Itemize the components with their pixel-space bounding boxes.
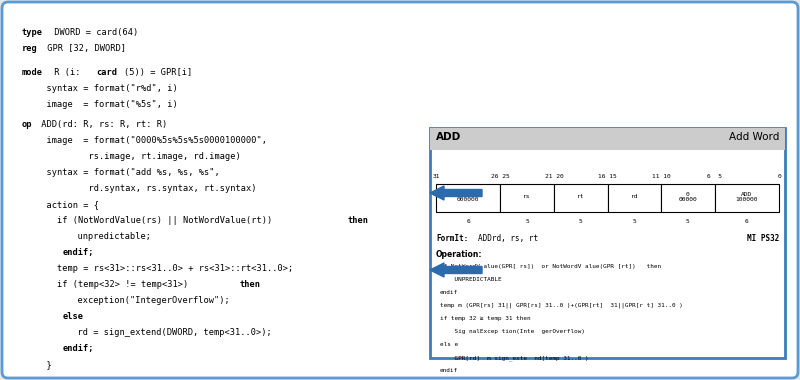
Text: card: card	[97, 68, 118, 77]
Text: action = {: action = {	[36, 200, 99, 209]
Text: FormIt:: FormIt:	[436, 234, 468, 243]
Text: unpredictable;: unpredictable;	[46, 232, 151, 241]
Text: 6: 6	[466, 219, 470, 224]
Text: 0
00000: 0 00000	[678, 192, 698, 203]
Text: 11 10: 11 10	[652, 174, 670, 179]
Text: if (temp<32> != temp<31>): if (temp<32> != temp<31>)	[36, 280, 194, 289]
Text: rs.image, rt.image, rd.image): rs.image, rt.image, rd.image)	[36, 152, 241, 161]
Text: rs: rs	[523, 195, 531, 200]
Text: rt: rt	[577, 195, 585, 200]
Text: if (NotWordValue(rs) || NotWordValue(rt)): if (NotWordValue(rs) || NotWordValue(rt)…	[36, 216, 278, 225]
Text: Add Word: Add Word	[729, 132, 779, 142]
Bar	[430, 128, 785, 358]
Bar	[554, 184, 607, 212]
Text: image  = format("%5s", i): image = format("%5s", i)	[36, 100, 178, 109]
Text: 16 15: 16 15	[598, 174, 617, 179]
Text: temp = rs<31>::rs<31..0> + rs<31>::rt<31..0>;: temp = rs<31>::rs<31..0> + rs<31>::rt<31…	[36, 264, 294, 273]
Text: temp m (GPR[rs] 31|| GPR[rs] 31..0 )+(GPR[rt]  31||GPR[r t] 31..0 ): temp m (GPR[rs] 31|| GPR[rs] 31..0 )+(GP…	[440, 303, 683, 309]
Text: GPR [32, DWORD]: GPR [32, DWORD]	[42, 44, 126, 53]
Text: (5)) = GPR[i]: (5)) = GPR[i]	[124, 68, 192, 77]
Text: 5: 5	[633, 219, 636, 224]
Text: rd = sign_extend(DWORD, temp<31..0>);: rd = sign_extend(DWORD, temp<31..0>);	[46, 328, 272, 337]
Text: image  = format("0000%5s%5s%5s0000100000",: image = format("0000%5s%5s%5s0000100000"…	[36, 136, 267, 145]
Text: MI PS32: MI PS32	[746, 234, 779, 243]
Text: endif: endif	[440, 368, 458, 373]
Text: then: then	[239, 280, 260, 289]
Text: 5: 5	[526, 219, 529, 224]
Text: endif;: endif;	[63, 344, 94, 353]
Text: rd.syntax, rs.syntax, rt.syntax): rd.syntax, rs.syntax, rt.syntax)	[36, 184, 257, 193]
Text: els e: els e	[440, 342, 458, 347]
Text: }: }	[36, 360, 52, 369]
Bar	[714, 184, 779, 212]
Text: syntax = format("add %s, %s, %s",: syntax = format("add %s, %s, %s",	[36, 168, 220, 177]
Text: syntax = format("r%d", i): syntax = format("r%d", i)	[36, 84, 178, 93]
Text: exception("IntegerOverflow");: exception("IntegerOverflow");	[46, 296, 230, 305]
FancyArrow shape	[430, 186, 482, 200]
Text: reg: reg	[22, 44, 38, 53]
Text: ADD
100000: ADD 100000	[735, 192, 758, 203]
FancyArrow shape	[430, 263, 482, 277]
Text: if temp 32 ≥ temp 31 then: if temp 32 ≥ temp 31 then	[440, 316, 530, 321]
Text: ADDrd, rs, rt: ADDrd, rs, rt	[478, 234, 538, 243]
Text: 6: 6	[745, 219, 749, 224]
Text: GPR[rd]  m sign_exte  nd[temp 31..0 ): GPR[rd] m sign_exte nd[temp 31..0 )	[440, 355, 589, 361]
Text: UNPREDICTABLE: UNPREDICTABLE	[440, 277, 502, 282]
Text: 31: 31	[432, 174, 440, 179]
Bar	[430, 128, 785, 150]
Text: 0: 0	[777, 174, 781, 179]
Text: then: then	[348, 216, 369, 225]
Text: rd: rd	[630, 195, 638, 200]
Text: ADD(rd: R, rs: R, rt: R): ADD(rd: R, rs: R, rt: R)	[35, 120, 166, 129]
Text: 5: 5	[686, 219, 690, 224]
Text: else: else	[63, 312, 84, 321]
Text: endif;: endif;	[63, 248, 94, 257]
Text: Sig nalExcep tion(Inte  gerOverflow): Sig nalExcep tion(Inte gerOverflow)	[440, 329, 585, 334]
Text: endif: endif	[440, 290, 458, 295]
Text: ADD: ADD	[436, 132, 462, 142]
Text: type: type	[22, 28, 43, 37]
Text: Operation:: Operation:	[436, 250, 482, 259]
Bar	[436, 184, 500, 212]
Text: 26 25: 26 25	[491, 174, 510, 179]
Bar	[500, 184, 554, 212]
Bar	[661, 184, 714, 212]
Text: mode: mode	[22, 68, 43, 77]
Text: SPECIAL
000000: SPECIAL 000000	[455, 192, 482, 203]
Text: 5: 5	[579, 219, 582, 224]
Text: if NotWordV alue(GPR[ rs])  or NotWordV alue(GPR [rt])   then: if NotWordV alue(GPR[ rs]) or NotWordV a…	[440, 264, 661, 269]
Text: op: op	[22, 120, 33, 129]
Text: 6  5: 6 5	[707, 174, 722, 179]
Text: DWORD = card(64): DWORD = card(64)	[49, 28, 138, 37]
Text: 21 20: 21 20	[545, 174, 563, 179]
Bar	[607, 184, 661, 212]
Text: R (i:: R (i:	[49, 68, 86, 77]
